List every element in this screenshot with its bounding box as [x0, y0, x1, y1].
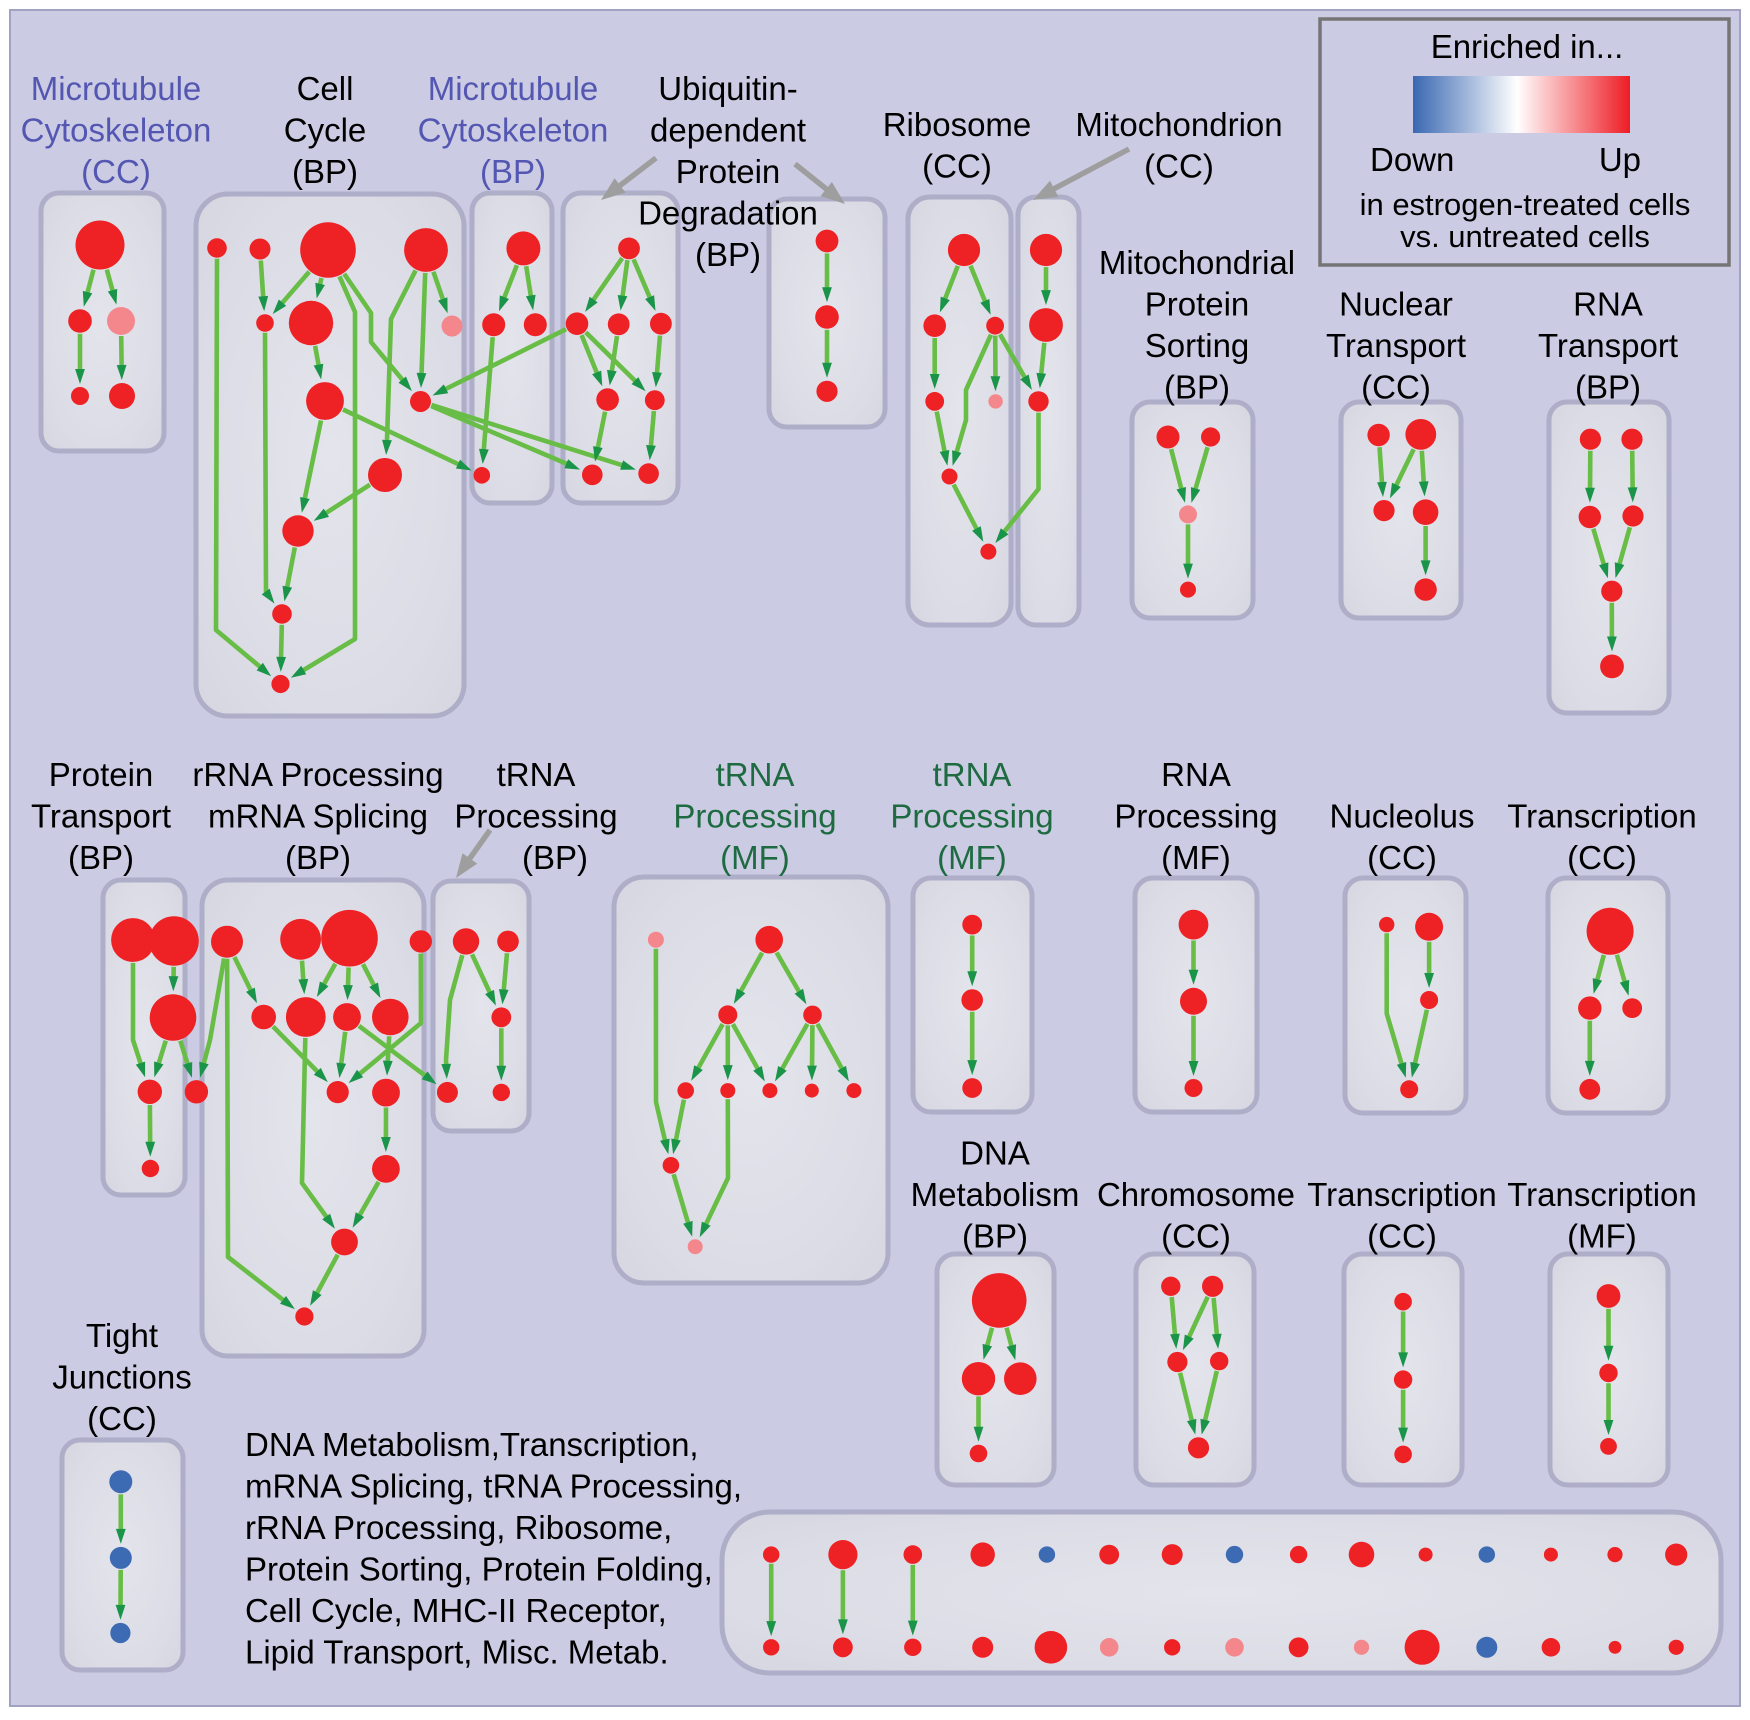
svg-text:Lipid Transport, Misc. Metab.: Lipid Transport, Misc. Metab. [245, 1634, 669, 1671]
svg-text:Protein: Protein [1145, 285, 1250, 322]
svg-text:Tight: Tight [86, 1317, 158, 1354]
svg-text:Enriched in...: Enriched in... [1431, 28, 1624, 65]
svg-text:(BP): (BP) [522, 839, 588, 876]
svg-text:rRNA Processing: rRNA Processing [192, 756, 443, 793]
svg-text:(BP): (BP) [695, 236, 761, 273]
svg-text:(BP): (BP) [962, 1217, 1028, 1254]
svg-text:Processing: Processing [454, 798, 617, 835]
svg-text:RNA: RNA [1573, 285, 1643, 322]
svg-text:Cycle: Cycle [284, 112, 367, 149]
svg-text:Ubiquitin-: Ubiquitin- [658, 70, 797, 107]
svg-text:Junctions: Junctions [52, 1359, 191, 1396]
svg-text:Protein: Protein [676, 153, 781, 190]
svg-text:Nuclear: Nuclear [1339, 285, 1453, 322]
svg-text:tRNA: tRNA [933, 756, 1012, 793]
svg-text:Up: Up [1599, 141, 1641, 178]
svg-text:Mitochondrion: Mitochondrion [1075, 106, 1282, 143]
svg-text:Transport: Transport [1326, 327, 1466, 364]
svg-text:Degradation: Degradation [638, 195, 818, 232]
svg-text:Metabolism: Metabolism [911, 1176, 1080, 1213]
svg-text:(CC): (CC) [1161, 1217, 1231, 1254]
svg-text:in estrogen-treated cells: in estrogen-treated cells [1360, 187, 1691, 222]
svg-text:Processing: Processing [1114, 798, 1277, 835]
svg-text:Protein Sorting, Protein Foldi: Protein Sorting, Protein Folding, [245, 1551, 713, 1588]
svg-text:(CC): (CC) [1144, 147, 1214, 184]
svg-text:(CC): (CC) [1567, 839, 1637, 876]
svg-text:Cytoskeleton: Cytoskeleton [21, 112, 212, 149]
svg-text:Protein: Protein [49, 756, 154, 793]
svg-text:(MF): (MF) [1567, 1217, 1637, 1254]
svg-text:(BP): (BP) [68, 839, 134, 876]
svg-text:tRNA: tRNA [497, 756, 576, 793]
svg-text:Transcription: Transcription [1507, 1176, 1697, 1213]
svg-text:Transport: Transport [31, 798, 171, 835]
svg-text:(MF): (MF) [720, 839, 790, 876]
svg-text:(CC): (CC) [922, 147, 992, 184]
svg-text:(BP): (BP) [1575, 368, 1641, 405]
svg-text:(BP): (BP) [285, 839, 351, 876]
svg-text:Nucleolus: Nucleolus [1330, 798, 1475, 835]
svg-text:(BP): (BP) [480, 153, 546, 190]
svg-text:Microtubule: Microtubule [428, 70, 599, 107]
svg-text:(CC): (CC) [1367, 1217, 1437, 1254]
svg-text:Cytoskeleton: Cytoskeleton [418, 112, 609, 149]
svg-text:dependent: dependent [650, 112, 806, 149]
svg-text:RNA: RNA [1161, 756, 1231, 793]
svg-text:(CC): (CC) [87, 1400, 157, 1437]
svg-text:(CC): (CC) [1367, 839, 1437, 876]
svg-text:tRNA: tRNA [716, 756, 795, 793]
svg-text:(MF): (MF) [1161, 839, 1231, 876]
svg-text:Processing: Processing [673, 798, 836, 835]
svg-text:Cell Cycle, MHC-II Receptor,: Cell Cycle, MHC-II Receptor, [245, 1592, 667, 1629]
svg-text:Transcription: Transcription [1307, 1176, 1497, 1213]
svg-text:Mitochondrial: Mitochondrial [1099, 244, 1295, 281]
svg-text:Chromosome: Chromosome [1097, 1176, 1295, 1213]
svg-text:Transcription: Transcription [1507, 798, 1697, 835]
svg-text:vs. untreated cells: vs. untreated cells [1400, 219, 1650, 254]
svg-text:mRNA Splicing: mRNA Splicing [208, 798, 428, 835]
svg-text:(MF): (MF) [937, 839, 1007, 876]
svg-text:(BP): (BP) [292, 153, 358, 190]
svg-text:Sorting: Sorting [1145, 327, 1250, 364]
svg-text:rRNA Processing, Ribosome,: rRNA Processing, Ribosome, [245, 1509, 672, 1546]
svg-text:(CC): (CC) [1361, 368, 1431, 405]
svg-text:DNA: DNA [960, 1134, 1030, 1171]
svg-text:Processing: Processing [890, 798, 1053, 835]
svg-text:Down: Down [1370, 141, 1454, 178]
svg-text:DNA Metabolism,Transcription,: DNA Metabolism,Transcription, [245, 1426, 699, 1463]
svg-text:Ribosome: Ribosome [883, 106, 1032, 143]
svg-text:Microtubule: Microtubule [31, 70, 202, 107]
svg-text:mRNA Splicing, tRNA Processing: mRNA Splicing, tRNA Processing, [245, 1468, 742, 1505]
svg-text:(BP): (BP) [1164, 368, 1230, 405]
svg-text:(CC): (CC) [81, 153, 151, 190]
svg-text:Transport: Transport [1538, 327, 1678, 364]
svg-text:Cell: Cell [297, 70, 354, 107]
